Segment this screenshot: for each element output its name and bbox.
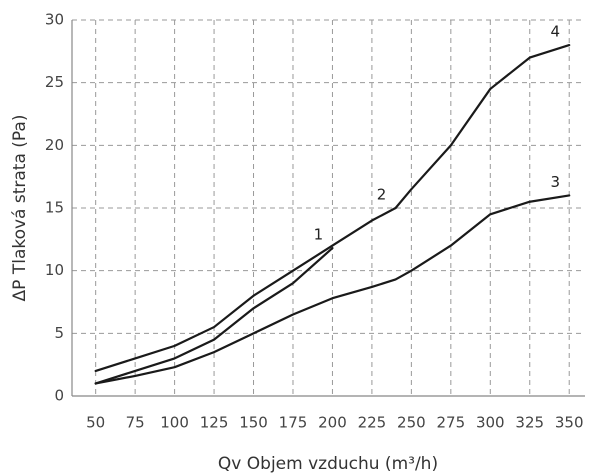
line-series <box>94 206 397 373</box>
y-tick-label: 30 <box>45 11 64 29</box>
series-label: 1 <box>314 226 324 244</box>
y-tick-label: 20 <box>45 136 64 154</box>
y-tick-label: 25 <box>45 73 64 91</box>
y-tick-label: 0 <box>54 387 64 405</box>
y-tick-label: 5 <box>54 324 64 342</box>
x-tick-label: 300 <box>476 414 505 432</box>
series-label: 2 <box>377 186 387 204</box>
line-series <box>394 43 571 210</box>
y-tick-label: 15 <box>45 199 64 217</box>
x-tick-label: 250 <box>397 414 426 432</box>
line-series <box>94 194 571 385</box>
x-tick-label: 125 <box>200 414 229 432</box>
x-tick-label: 275 <box>437 414 466 432</box>
line-series <box>94 247 334 385</box>
x-tick-label: 100 <box>160 414 189 432</box>
series-label: 3 <box>550 173 560 191</box>
x-tick-label: 50 <box>86 414 105 432</box>
x-tick-label: 225 <box>358 414 387 432</box>
x-tick-label: 75 <box>126 414 145 432</box>
x-tick-label: 175 <box>279 414 308 432</box>
y-axis-title: ΔP Tlaková strata (Pa) <box>10 115 30 302</box>
x-axis-title: Qv Objem vzduchu (m³/h) <box>218 454 438 474</box>
series-label: 4 <box>550 23 560 41</box>
y-tick-label: 10 <box>45 261 64 279</box>
x-tick-label: 150 <box>239 414 268 432</box>
x-tick-label: 325 <box>515 414 544 432</box>
x-tick-label: 200 <box>318 414 347 432</box>
x-tick-label: 350 <box>555 414 584 432</box>
